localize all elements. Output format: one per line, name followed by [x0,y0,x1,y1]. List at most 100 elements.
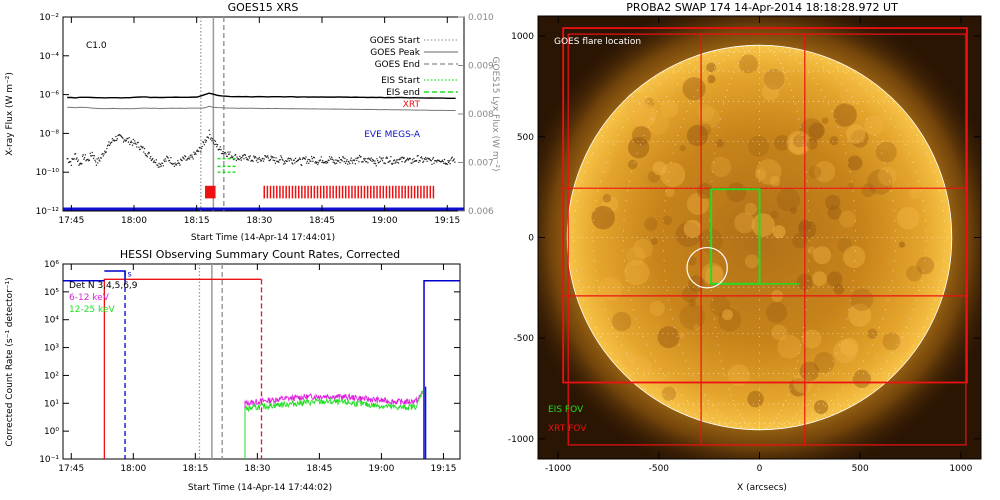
goes-lyx-point [78,164,80,166]
swap-grid-dot [759,135,760,137]
swap-grid-dot [753,286,755,288]
swap-grid-dot [789,388,791,390]
goes-flare-class: C1.0 [86,41,107,51]
swap-grid-dot [768,372,770,374]
swap-grid-dot [763,101,765,103]
swap-grid-dot [612,140,614,142]
swap-grid-dot [621,237,623,238]
swap-grid-dot [602,140,604,142]
goes-lyx-point [220,149,222,151]
swap-grid-dot [854,210,856,212]
goes-lyx-point [263,158,265,160]
goes-lyx-point [159,163,162,166]
swap-grid-dot [656,237,658,238]
swap-grid-dot [817,403,819,405]
goes-y2-tick-label: 0.008 [468,110,494,120]
swap-grid-dot [597,140,599,142]
swap-grid-dot [737,403,739,405]
goes-lyx-point [358,154,361,157]
swap-grid-dot [893,372,895,374]
goes-xrt-block [205,185,216,199]
swap-grid-dot [833,101,835,103]
goes-lyx-point [372,158,374,161]
swap-grid-dot [815,417,817,419]
goes-lyx-point [382,157,384,159]
swap-grid-dot [737,62,739,64]
swap-grid-dot [746,237,748,238]
swap-xrt-outer-box [562,27,968,384]
swap-grid-dot [616,237,618,238]
swap-grid-dot [692,70,694,72]
goes-lyx-point [247,159,249,161]
swap-grid-dot [857,333,859,335]
goes-lyx-point [362,161,364,163]
swap-grid-dot [652,333,654,335]
swap-grid-dot [608,318,610,320]
swap-grid-dot [618,110,620,112]
swap-grid-dot [870,126,872,128]
swap-grid-dot [921,280,923,282]
goes-lyx-point [227,151,229,153]
swap-grid-dot [796,414,798,416]
swap-grid-dot [713,161,715,163]
goes-lyx-point [155,159,157,161]
swap-grid-dot [892,140,894,142]
swap-grid-dot [894,230,896,232]
swap-grid-dot [848,372,850,374]
swap-grid-dot [671,318,673,320]
swap-grid-dot [789,422,791,424]
swap-x-tick-label: 1000 [949,464,972,474]
goes-lyx-point [394,162,396,164]
goes-lyx-point [169,162,171,164]
swap-grid-dot [733,286,735,288]
swap-grid-dot [759,400,760,402]
swap-texture-blob [802,329,822,349]
swap-grid-dot [759,47,760,49]
swap-texture-blob [769,175,781,187]
goes-lyx-point [301,158,304,160]
hessi-plot-area: s [63,264,460,459]
swap-grid-dot [851,237,853,238]
swap-grid-dot [702,417,704,419]
swap-grid-dot [744,420,746,422]
swap-grid-dot [646,344,648,346]
swap-grid-dot [709,250,711,252]
swap-grid-dot [641,237,643,238]
swap-grid-dot [832,409,834,411]
goes-lyx-point [236,156,238,158]
goes-lyx-point [448,160,451,162]
swap-grid-dot [886,171,888,173]
swap-grid-dot [897,344,899,346]
swap-grid-dot [764,51,766,53]
swap-grid-dot [753,101,755,103]
goes-lyx-point [308,158,311,161]
swap-grid-dot [913,309,915,311]
swap-grid-dot [829,72,831,74]
swap-grid-dot [660,400,662,402]
swap-grid-dot [578,286,580,288]
swap-grid-dot [797,403,799,405]
swap-grid-dot [642,140,644,142]
swap-grid-dot [812,333,814,335]
swap-grid-dot [807,70,809,72]
swap-grid-dot [712,403,714,405]
swap-y-tick-label: -1000 [508,435,534,445]
swap-texture-blob [875,141,897,163]
swap-grid-dot [596,143,598,145]
swap-xrt-fov-label: XRT FOV [548,424,587,434]
goes-legend-label: GOES Peak [370,48,420,58]
swap-grid-dot [711,180,713,182]
goes-lyx-point [193,151,195,153]
swap-grid-dot [616,336,618,338]
swap-grid-dot [908,152,910,154]
goes-lyx-point [84,154,86,156]
swap-grid-dot [784,72,786,74]
goes-lyx-point [83,157,86,159]
goes-long-series [67,92,456,99]
swap-grid-dot [944,240,946,242]
goes-lyx-point [288,160,290,162]
swap-grid-dot [648,101,650,103]
swap-grid-dot [708,101,710,103]
swap-grid-dot [759,58,760,60]
goes-lyx-point [165,160,167,162]
